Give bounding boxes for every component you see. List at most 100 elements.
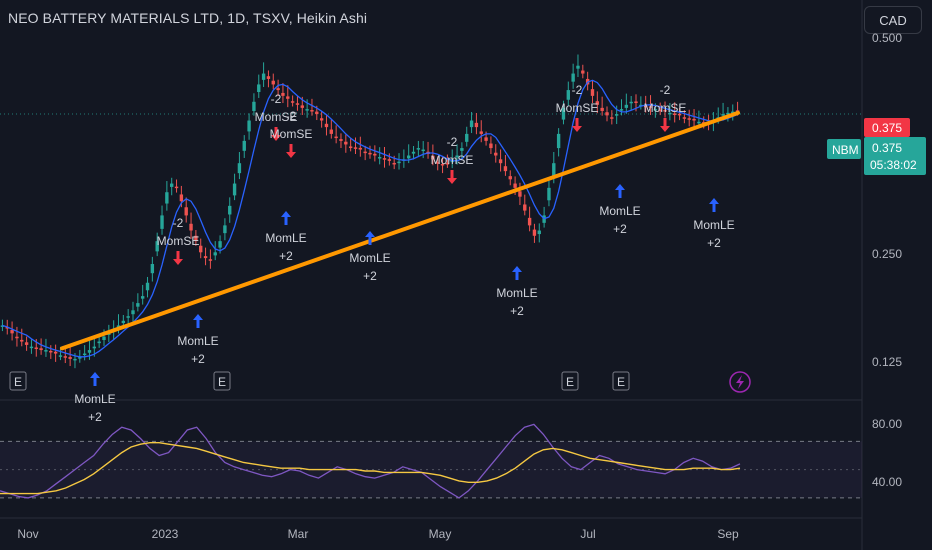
long-entry-signal: MomLE +2 (693, 198, 735, 250)
candle-body (436, 162, 440, 164)
candle-body (658, 109, 662, 112)
candle-body (305, 109, 309, 111)
candle-body (310, 110, 314, 112)
symbol-tag-badge (827, 139, 861, 159)
candle-body (590, 89, 595, 96)
arrow-up-icon (90, 372, 100, 386)
signal-label: MomLE (74, 392, 115, 406)
candle-body (571, 73, 575, 82)
candle-body (300, 105, 304, 108)
candle-body (552, 163, 556, 177)
candle-body (484, 137, 488, 141)
candle-body (242, 140, 246, 151)
candle-body (136, 303, 140, 307)
earnings-marker-box (213, 371, 231, 391)
candle-body (634, 101, 638, 103)
signal-label: MomSE (255, 110, 298, 124)
candle-body (68, 357, 72, 359)
candle-body (561, 107, 566, 120)
signal-label: MomSE (556, 101, 599, 115)
candle-body (286, 96, 290, 99)
earnings-marker: E (9, 371, 27, 391)
candle-body (339, 139, 343, 141)
candle-body (566, 90, 570, 100)
candle-body (150, 264, 155, 274)
candle-body (140, 296, 145, 299)
candle-body (203, 256, 208, 259)
candle-body (377, 157, 382, 159)
candle-body (523, 204, 527, 211)
candle-body (721, 114, 725, 116)
candle-body (440, 163, 445, 166)
signal-qty: +2 (363, 269, 377, 283)
candle-body (614, 114, 619, 116)
arrow-up-icon (512, 266, 522, 280)
candle-body (513, 183, 517, 188)
arrow-down-icon (173, 251, 183, 265)
currency-button[interactable]: CAD (864, 6, 922, 34)
candle-body (673, 113, 677, 115)
signal-label: MomLE (265, 231, 306, 245)
earnings-marker: E (213, 371, 231, 391)
chart-title: NEO BATTERY MATERIALS LTD, 1D, TSXV, Hei… (8, 10, 368, 26)
candle-body (261, 73, 266, 80)
candle-body (619, 109, 624, 111)
candle-body (474, 122, 479, 128)
candle-body (605, 112, 609, 116)
candle-body (373, 153, 377, 156)
candle-body (213, 252, 217, 256)
candle-body (315, 111, 319, 115)
time-tick-label: Mar (288, 527, 309, 541)
candle-body (179, 194, 184, 202)
signal-qty: -2 (572, 83, 583, 97)
candle-body (344, 141, 348, 145)
arrow-down-icon (660, 118, 670, 132)
signal-label: MomLE (349, 251, 390, 265)
candle-body (460, 148, 464, 151)
candle-body (668, 112, 672, 115)
candle-body (368, 152, 372, 155)
time-tick-label: Nov (17, 527, 38, 541)
candle-body (24, 342, 29, 345)
signal-label: MomSE (270, 127, 313, 141)
earnings-marker-label: E (566, 375, 574, 389)
signal-qty: +2 (191, 352, 205, 366)
candle-body (547, 187, 551, 201)
candle-body (697, 121, 701, 124)
candle-body (20, 339, 24, 342)
candle-body (629, 101, 633, 104)
candle-body (271, 80, 275, 85)
rsi-tick-label: 80.00 (872, 417, 902, 431)
candle-body (648, 106, 653, 108)
candle-body (329, 129, 333, 134)
candle-body (257, 84, 261, 93)
signal-label: MomLE (496, 286, 537, 300)
candle-body (73, 358, 77, 361)
candle-body (232, 183, 237, 196)
candle-body (600, 107, 604, 111)
candle-body (445, 163, 450, 165)
candle-body (121, 320, 126, 324)
long-entry-signal: MomLE +2 (349, 231, 391, 283)
earnings-marker-label: E (218, 375, 226, 389)
candle-body (87, 350, 92, 353)
arrow-up-icon (193, 314, 203, 328)
candle-body (5, 326, 9, 329)
candle-body (494, 152, 498, 156)
candle-body (228, 205, 232, 215)
candle-body (576, 65, 580, 69)
candle-body (58, 355, 63, 357)
time-tick-label: Jul (580, 527, 595, 541)
signal-label: MomLE (599, 204, 640, 218)
candle-body (556, 133, 561, 149)
candle-body (92, 346, 97, 349)
signal-label: MomSE (644, 101, 687, 115)
signal-label: MomLE (693, 218, 734, 232)
candle-body (44, 350, 48, 352)
candle-body (218, 241, 222, 248)
